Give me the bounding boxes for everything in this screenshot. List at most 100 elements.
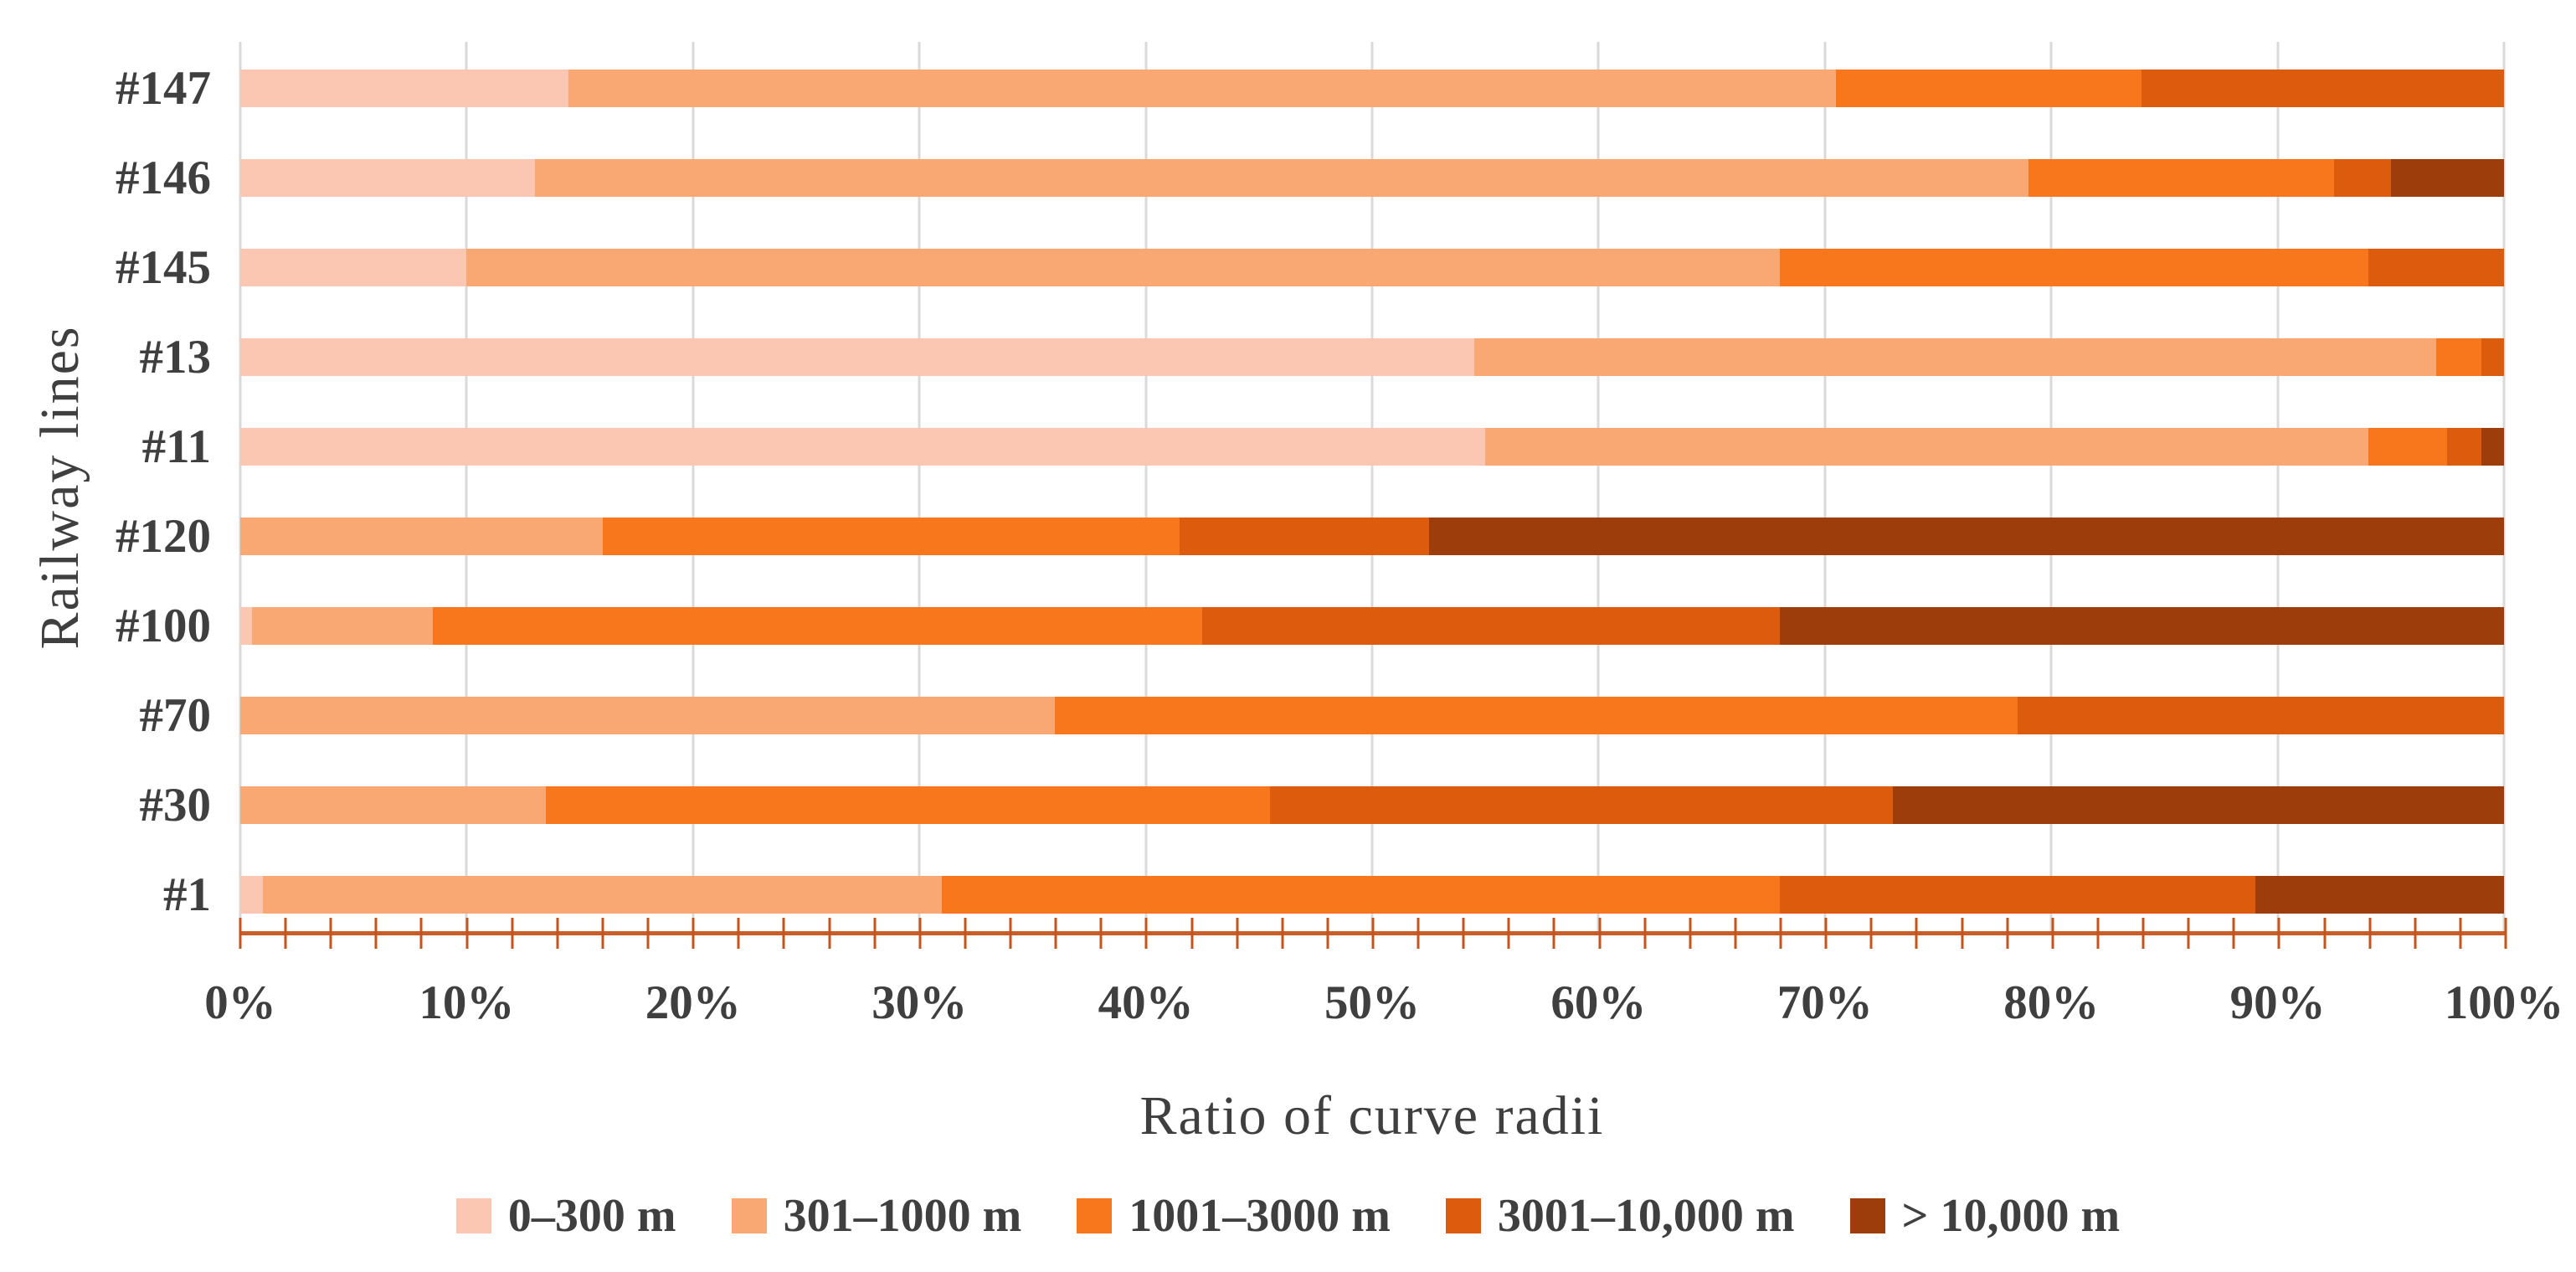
gridline [1370, 42, 1374, 933]
x-axis-title: Ratio of curve radii [1139, 1085, 1605, 1146]
axis-tick [1824, 918, 1828, 949]
x-tick-label: 70% [1776, 976, 1873, 1029]
bar-segment [1779, 249, 2368, 286]
bar-segment [534, 159, 2029, 197]
bar-segment [466, 249, 1780, 286]
x-axis-tick-labels: 0% 10% 20% 30% 40% 50% 60% 70% 80% 90% 100% [204, 976, 2563, 1034]
bar-segment [942, 876, 1780, 914]
axis-tick [2414, 918, 2417, 949]
axis-tick [1643, 918, 1647, 949]
axis-tick [1598, 918, 1602, 949]
gridline [2502, 42, 2506, 933]
bar-segment [240, 70, 569, 107]
bar-segment [432, 607, 1203, 645]
x-tick-label: 0% [204, 976, 276, 1029]
x-tick-label: 40% [1098, 976, 1194, 1029]
bar-segment [240, 518, 603, 555]
y-axis-labels: #147 #146 #145 #13 #11 #120 #100 #70 #30 #1 [0, 42, 211, 933]
legend-label: 301–1000 m [783, 1190, 1022, 1242]
bar-row [240, 159, 2504, 197]
y-category-label: #11 [141, 420, 211, 473]
axis-tick [1190, 918, 1194, 949]
y-category-label: #146 [116, 152, 211, 204]
legend-item: 301–1000 m [731, 1189, 1022, 1243]
x-tick-label: 80% [2003, 976, 2100, 1029]
axis-tick [828, 918, 831, 949]
bar-segment [1779, 607, 2504, 645]
gridline [2049, 42, 2053, 933]
x-tick-label: 30% [872, 976, 968, 1029]
legend-swatch [1077, 1198, 1113, 1233]
axis-tick [465, 918, 469, 949]
y-category-label: #30 [139, 779, 212, 832]
bar-segment [240, 786, 547, 824]
bar-segment [2334, 159, 2391, 197]
gridline [692, 42, 695, 933]
gridline [1144, 42, 1148, 933]
bar-segment [1202, 607, 1780, 645]
y-category-label: #1 [163, 868, 211, 921]
gridline [1597, 42, 1600, 933]
legend-swatch [1445, 1198, 1481, 1233]
bar-segment [1180, 518, 1429, 555]
axis-tick [1779, 918, 1782, 949]
bar-segment [251, 607, 433, 645]
bar-segment [240, 607, 252, 645]
axis-tick [1689, 918, 1692, 949]
x-axis-line [239, 918, 2507, 949]
bar-segment [240, 428, 1486, 466]
bar-segment [2447, 428, 2481, 466]
bar-segment [263, 876, 943, 914]
legend-item: 3001–10,000 m [1445, 1189, 1795, 1243]
axis-tick [2051, 918, 2054, 949]
axis-tick [918, 918, 922, 949]
bar-segment [546, 786, 1271, 824]
y-category-label: #100 [116, 600, 211, 652]
x-tick-label: 100% [2444, 976, 2564, 1029]
y-category-label: #145 [116, 241, 211, 294]
axis-tick [2142, 918, 2145, 949]
axis-tick [782, 918, 785, 949]
axis-tick [1869, 918, 1873, 949]
axis-tick [964, 918, 967, 949]
axis-tick [284, 918, 287, 949]
bar-segment [240, 876, 264, 914]
legend-swatch [1849, 1198, 1885, 1233]
bar-segment [2255, 876, 2504, 914]
axis-tick [1144, 918, 1148, 949]
bar-segment [2028, 159, 2335, 197]
bar-segment [240, 338, 1474, 376]
axis-tick [692, 918, 695, 949]
bar-segment [2481, 428, 2504, 466]
axis-tick [1462, 918, 1465, 949]
legend-label: 1001–3000 m [1129, 1190, 1391, 1242]
axis-tick [2504, 918, 2507, 949]
bar-row [240, 70, 2504, 107]
x-tick-label: 10% [419, 976, 515, 1029]
plot-area [239, 42, 2506, 933]
bar-row [240, 518, 2504, 555]
axis-tick [601, 918, 604, 949]
bar-row [240, 786, 2504, 824]
bar-segment [2481, 338, 2504, 376]
bar-segment [2435, 338, 2481, 376]
gridline [465, 42, 468, 933]
x-tick-label: 20% [645, 976, 741, 1029]
y-category-label: #147 [116, 62, 211, 115]
gridline [2276, 42, 2280, 933]
bar-segment [240, 697, 1056, 734]
bar-segment [2368, 249, 2504, 286]
bar-segment [602, 518, 1180, 555]
axis-tick [1734, 918, 1737, 949]
bar-segment [1473, 338, 2436, 376]
axis-tick [1236, 918, 1239, 949]
axis-tick [511, 918, 514, 949]
axis-tick [1326, 918, 1329, 949]
bar-segment [2368, 428, 2448, 466]
axis-tick [239, 918, 242, 949]
axis-tick [2277, 918, 2280, 949]
x-tick-label: 60% [1550, 976, 1647, 1029]
bar-segment [568, 70, 1837, 107]
legend-item: 1001–3000 m [1077, 1189, 1391, 1243]
axis-tick [1961, 918, 1964, 949]
